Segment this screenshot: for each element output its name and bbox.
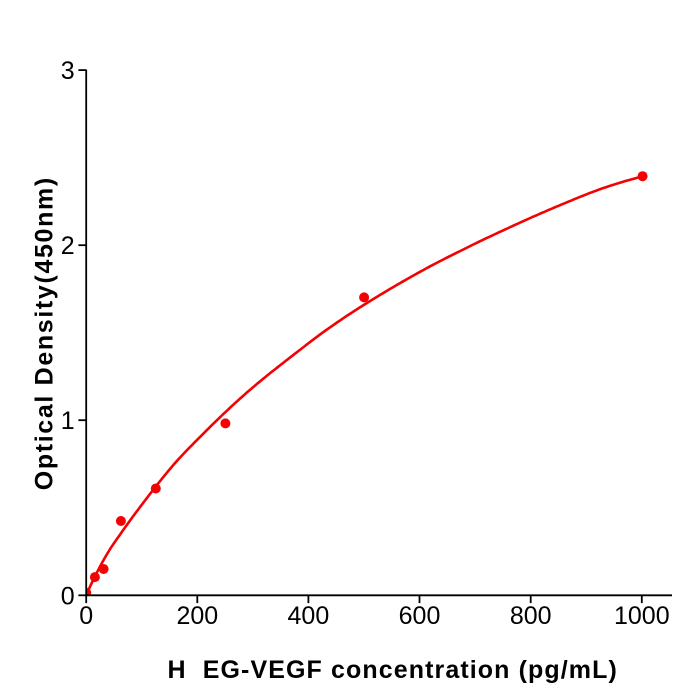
- svg-text:2: 2: [61, 232, 75, 260]
- svg-text:800: 800: [510, 602, 552, 630]
- svg-text:3: 3: [61, 57, 75, 85]
- svg-text:1000: 1000: [614, 602, 670, 630]
- svg-text:0: 0: [61, 582, 75, 610]
- svg-text:400: 400: [288, 602, 330, 630]
- svg-text:H EG-VEGF concentration (pg/m: H EG-VEGF concentration (pg/mL): [167, 656, 617, 684]
- svg-text:600: 600: [399, 602, 441, 630]
- svg-text:1: 1: [61, 407, 75, 435]
- svg-text:Optical Density(450nm): Optical Density(450nm): [30, 176, 58, 490]
- svg-text:0: 0: [79, 602, 93, 630]
- svg-text:200: 200: [176, 602, 218, 630]
